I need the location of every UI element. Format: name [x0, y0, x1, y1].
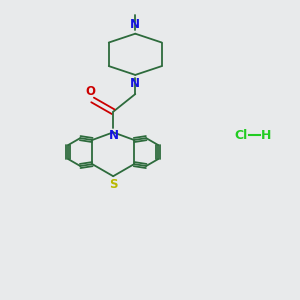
Text: N: N	[130, 77, 140, 90]
Text: Cl: Cl	[234, 129, 247, 142]
Text: H: H	[261, 129, 272, 142]
Text: O: O	[85, 85, 95, 98]
Text: N: N	[130, 18, 140, 31]
Text: N: N	[109, 128, 119, 142]
Text: S: S	[109, 178, 117, 191]
